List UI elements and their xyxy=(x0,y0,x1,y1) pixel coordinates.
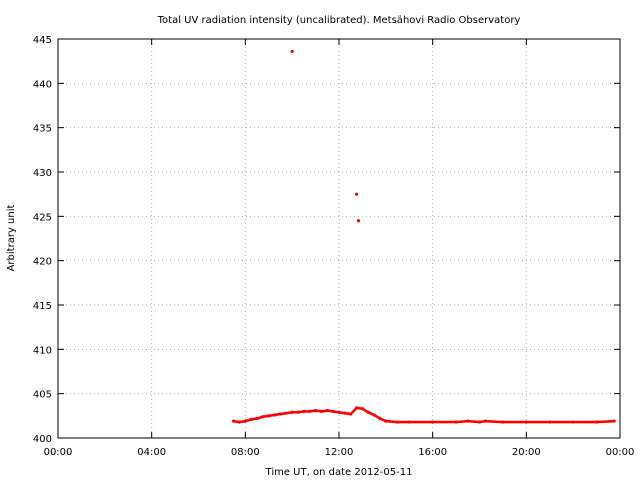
y-axis-label: Arbitrary unit xyxy=(6,205,17,272)
y-axis: 400 405 410 415 420 425 430 435 440 445 xyxy=(33,35,620,445)
data-point xyxy=(301,410,305,413)
plot-frame xyxy=(57,38,621,439)
data-point xyxy=(289,411,293,414)
x-tick-label: 08:00 xyxy=(231,447,260,458)
data-point xyxy=(354,407,357,411)
data-point xyxy=(330,409,334,413)
data-point xyxy=(570,420,574,424)
data-point xyxy=(547,420,550,424)
grid-lines xyxy=(58,39,620,438)
data-point xyxy=(377,416,381,420)
data-point xyxy=(348,412,351,416)
data-point xyxy=(477,420,480,424)
data-point xyxy=(248,418,252,422)
data-point xyxy=(277,412,281,416)
x-tick-label: 20:00 xyxy=(512,447,541,458)
x-tick-label: 12:00 xyxy=(325,447,354,458)
data-point xyxy=(324,409,328,412)
x-tick-label: 00:00 xyxy=(44,447,73,458)
data-point xyxy=(283,412,287,415)
x-tick-label: 16:00 xyxy=(418,447,447,458)
data-point xyxy=(611,419,615,423)
y-tick-label: 400 xyxy=(33,434,52,445)
data-point xyxy=(237,420,240,424)
data-point xyxy=(430,420,433,424)
y-tick-label: 410 xyxy=(33,345,52,356)
data-point xyxy=(266,414,269,418)
x-axis-label: Time UT, on date 2012-05-11 xyxy=(265,467,413,478)
data-point xyxy=(272,413,275,417)
data-point xyxy=(307,410,310,413)
data-point xyxy=(594,420,597,424)
y-tick-label: 440 xyxy=(33,79,52,90)
data-point xyxy=(406,420,410,424)
x-tick-label: 00:00 xyxy=(606,447,635,458)
data-point xyxy=(295,410,299,414)
x-tick-label: 04:00 xyxy=(137,447,166,458)
data-point xyxy=(482,420,486,423)
data-point xyxy=(465,419,468,423)
data-point xyxy=(260,415,264,419)
data-point xyxy=(371,413,375,416)
y-tick-label: 445 xyxy=(33,35,52,46)
data-point xyxy=(365,410,369,413)
data-point xyxy=(395,420,398,424)
y-tick-label: 420 xyxy=(33,257,52,268)
y-tick-label: 435 xyxy=(33,124,52,135)
data-point xyxy=(383,419,386,422)
data-point xyxy=(500,420,504,424)
y-tick-label: 405 xyxy=(33,390,52,401)
data-point xyxy=(313,409,316,412)
data-point xyxy=(254,417,258,420)
data-point xyxy=(354,192,359,196)
y-tick-label: 425 xyxy=(33,212,52,223)
y-tick-label: 430 xyxy=(33,168,52,179)
data-point xyxy=(359,407,363,410)
data-point xyxy=(356,219,361,223)
data-points xyxy=(232,49,616,424)
data-point xyxy=(336,410,340,414)
chart-title: Total UV radiation intensity (uncalibrat… xyxy=(157,15,521,26)
data-point xyxy=(318,409,322,413)
data-point xyxy=(342,411,345,415)
data-point xyxy=(242,420,246,423)
y-tick-label: 415 xyxy=(33,301,52,312)
x-axis: 00:00 04:00 08:00 12:00 16:00 20:00 00:00 xyxy=(44,39,635,458)
data-point xyxy=(523,420,527,424)
data-point xyxy=(453,420,457,424)
data-point xyxy=(290,49,294,54)
